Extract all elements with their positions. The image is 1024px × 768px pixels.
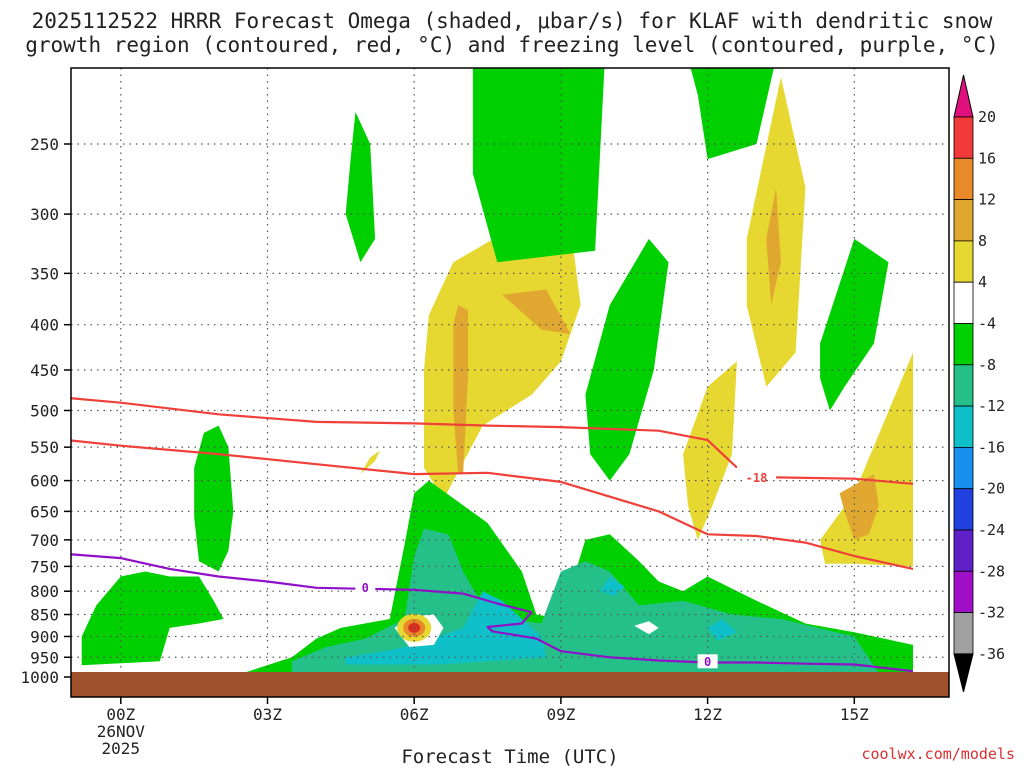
colorbar-label-12: 12 bbox=[978, 191, 996, 209]
contour-label-bg-1-0 bbox=[746, 470, 767, 485]
colorbar-band-1 bbox=[953, 157, 974, 201]
contour-label-3-0: 0 bbox=[362, 581, 369, 595]
colorbar-band-8 bbox=[953, 446, 974, 490]
x-tick-label-09Z: 09Z bbox=[546, 705, 575, 724]
y-axis: 250 300 350 400 450 500 550 600 650 700 750 800 850 9… bbox=[20, 135, 71, 687]
colorbar-label--36: -36 bbox=[978, 645, 1005, 663]
colorbar-band-5 bbox=[953, 323, 974, 366]
omega-region-3 bbox=[345, 111, 376, 263]
x-tick-label-00Z: 00Z bbox=[106, 705, 135, 724]
omega-region-6 bbox=[690, 68, 774, 160]
y-tick-label-700: 700 bbox=[30, 531, 59, 550]
colorbar-label--16: -16 bbox=[978, 438, 1005, 456]
y-tick-label-350: 350 bbox=[30, 264, 59, 283]
omega-region-8 bbox=[766, 187, 781, 305]
contour-line-2 bbox=[776, 476, 914, 485]
omega-neutral-pocket-1 bbox=[634, 621, 659, 635]
y-tick-label-800: 800 bbox=[30, 582, 59, 601]
colorbar-label--8: -8 bbox=[978, 356, 996, 374]
omega-region-20 bbox=[707, 619, 737, 641]
colorbar-band-11 bbox=[953, 570, 974, 613]
omega-region-18 bbox=[345, 591, 547, 665]
colorbar-label--32: -32 bbox=[978, 604, 1005, 622]
omega-region-15 bbox=[81, 571, 224, 666]
colorbar-label-4: 4 bbox=[978, 273, 987, 291]
x-tick-label-06Z: 06Z bbox=[400, 705, 429, 724]
x-tick-label-12Z: 12Z bbox=[693, 705, 722, 724]
colorbar-label-8: 8 bbox=[978, 232, 987, 250]
colorbar-label-16: 16 bbox=[978, 149, 996, 167]
colorbar-label--20: -20 bbox=[978, 480, 1005, 498]
omega-region-13 bbox=[839, 474, 879, 540]
y-tick-label-650: 650 bbox=[30, 502, 59, 521]
colorbar-label--12: -12 bbox=[978, 397, 1005, 415]
colorbar-label--28: -28 bbox=[978, 562, 1005, 580]
colorbar: 20 16 12 8 4 -4 -8 -12 -16 -20 -24 -28 -32 -36 bbox=[953, 74, 1005, 693]
omega-shading bbox=[81, 68, 913, 677]
colorbar-band-9 bbox=[953, 488, 974, 531]
contour-label-bg-3-1 bbox=[697, 654, 718, 669]
omega-region-5 bbox=[472, 68, 605, 263]
omega-region-9 bbox=[585, 238, 669, 481]
y-tick-label-400: 400 bbox=[30, 316, 59, 335]
omega-region-12 bbox=[820, 352, 913, 567]
y-tick-label-950: 950 bbox=[30, 648, 59, 667]
y-tick-label-550: 550 bbox=[30, 438, 59, 457]
colorbar-top-arrow bbox=[953, 74, 974, 118]
contour-label-1-0: -18 bbox=[746, 471, 768, 485]
colorbar-band-6 bbox=[953, 364, 974, 407]
plot-area: -18 0 0 bbox=[70, 67, 950, 698]
x-tick-date: 26NOV bbox=[97, 722, 146, 741]
chart-title-line2: growth region (contoured, red, °C) and f… bbox=[25, 33, 999, 57]
omega-region-14 bbox=[194, 425, 234, 572]
x-tick-label-15Z: 15Z bbox=[840, 705, 869, 724]
contour-line-0 bbox=[71, 397, 738, 469]
y-tick-label-600: 600 bbox=[30, 472, 59, 491]
colorbar-band-12 bbox=[953, 612, 974, 655]
colorbar-band-7 bbox=[953, 405, 974, 448]
contour-label-bg-3-0 bbox=[355, 580, 376, 595]
x-axis-label: Forecast Time (UTC) bbox=[401, 746, 618, 768]
contour-label-3-1: 0 bbox=[704, 655, 711, 669]
y-tick-label-900: 900 bbox=[30, 627, 59, 646]
contour-lines: -18 0 0 bbox=[71, 397, 914, 673]
y-tick-label-250: 250 bbox=[30, 135, 59, 154]
x-tick-year: 2025 bbox=[102, 739, 141, 758]
plot-frame bbox=[70, 67, 950, 698]
colorbar-band-0 bbox=[953, 116, 974, 159]
y-tick-label-500: 500 bbox=[30, 402, 59, 421]
colorbar-band-3 bbox=[953, 240, 974, 283]
ground-surface bbox=[71, 672, 949, 697]
contour-line-1 bbox=[71, 439, 914, 570]
colorbar-bottom-arrow bbox=[953, 653, 974, 693]
colorbar-label--24: -24 bbox=[978, 521, 1005, 539]
colorbar-band-4 bbox=[953, 281, 974, 324]
y-tick-label-300: 300 bbox=[30, 205, 59, 224]
colorbar-label-20: 20 bbox=[978, 108, 996, 126]
colorbar-band-10 bbox=[953, 529, 974, 572]
omega-region-1 bbox=[453, 305, 468, 475]
omega-region-10 bbox=[683, 361, 737, 540]
credit-text[interactable]: coolwx.com/models bbox=[861, 745, 1015, 763]
omega-region-2 bbox=[502, 289, 571, 335]
chart-title-line1: 2025112522 HRRR Forecast Omega (shaded, … bbox=[32, 9, 993, 33]
x-tick-label-03Z: 03Z bbox=[253, 705, 282, 724]
colorbar-band-2 bbox=[953, 199, 974, 242]
y-tick-label-750: 750 bbox=[30, 557, 59, 576]
y-tick-label-1000: 1000 bbox=[20, 668, 59, 687]
y-tick-label-850: 850 bbox=[30, 606, 59, 625]
colorbar-label--4: -4 bbox=[978, 315, 996, 333]
y-tick-label-450: 450 bbox=[30, 361, 59, 380]
omega-region-11 bbox=[820, 238, 889, 411]
